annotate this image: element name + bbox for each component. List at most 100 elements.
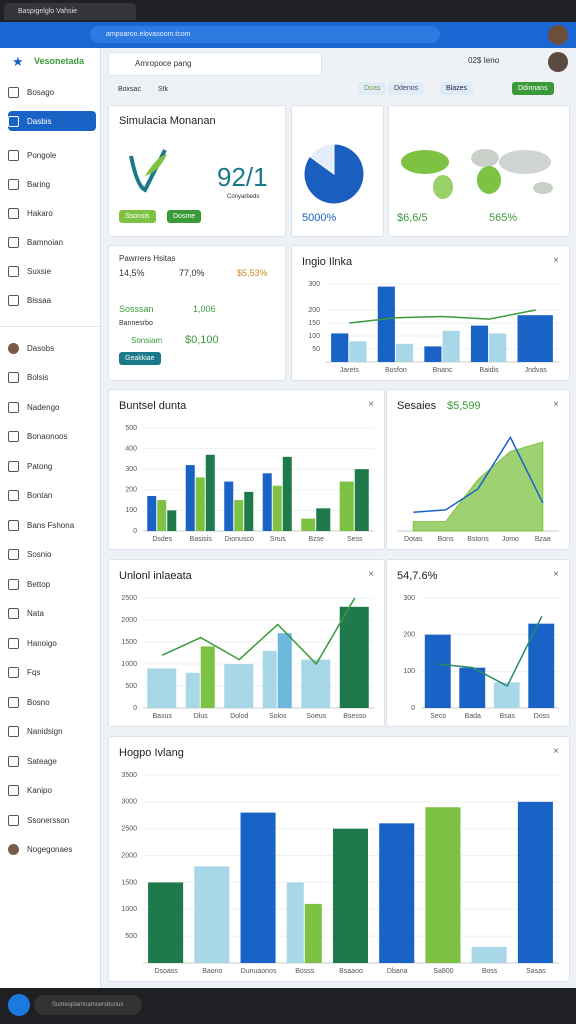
- nav-item[interactable]: Kanipo: [8, 781, 96, 801]
- start-button[interactable]: [8, 994, 30, 1016]
- pie-card: 5000%: [291, 105, 384, 237]
- nav-label: Nogegonaes: [27, 845, 73, 854]
- button[interactable]: Dosme: [167, 210, 202, 223]
- nav-item[interactable]: Baring: [8, 174, 96, 194]
- button[interactable]: Doas: [358, 82, 387, 95]
- chart-panel: Hogpo Ivlang × 500 1000 1500 2000 2500 3000 3500…: [108, 736, 570, 982]
- y-tick-label: 3500: [121, 772, 137, 779]
- nav-icon: [8, 844, 19, 855]
- nav-label: Bosago: [27, 87, 55, 97]
- nav-label: Dasbis: [27, 116, 52, 126]
- x-tick-label: Bada: [465, 713, 481, 720]
- nav-item[interactable]: Bonaonoos: [8, 427, 96, 447]
- nav-item[interactable]: Bamnoian: [8, 232, 96, 252]
- nav-item[interactable]: Dasbis: [8, 111, 96, 131]
- nav-label: Bamnoian: [27, 237, 64, 247]
- nav-item[interactable]: Bontan: [8, 486, 96, 506]
- tab[interactable]: Boxsac: [118, 86, 141, 93]
- y-tick-label: 200: [308, 307, 320, 314]
- nav-item[interactable]: Bettop: [8, 574, 96, 594]
- button[interactable]: Ddenos: [388, 82, 425, 95]
- nav-item[interactable]: Fqs: [8, 663, 96, 683]
- bar: [224, 481, 234, 531]
- map-card: $6,6/5 565%: [388, 105, 570, 237]
- nav-item[interactable]: Ssonersson: [8, 810, 96, 830]
- nav-icon: [8, 696, 19, 708]
- button[interactable]: Geakkiae: [119, 352, 161, 365]
- nav-item[interactable]: Sosnio: [8, 545, 96, 565]
- y-tick-label: 500: [125, 933, 137, 940]
- profile-avatar[interactable]: [548, 25, 568, 45]
- tab[interactable]: Stk: [158, 86, 169, 93]
- x-tick-label: Dbana: [387, 968, 408, 975]
- user-avatar[interactable]: [548, 52, 568, 72]
- map-figure: $6,6/5: [397, 212, 428, 224]
- nav-item[interactable]: Nanidsign: [8, 722, 96, 742]
- nav-item[interactable]: Hakaro: [8, 203, 96, 223]
- nav-item[interactable]: Sateage: [8, 751, 96, 771]
- nav-label: Nanidsign: [27, 727, 63, 736]
- x-tick-label: Jomo: [502, 536, 519, 543]
- close-button: ×: [368, 569, 374, 580]
- bar: [194, 866, 230, 963]
- x-tick-label: Dionusco: [225, 536, 254, 543]
- bar: [277, 633, 292, 708]
- nav-label: Dasobs: [27, 343, 55, 353]
- bar: [301, 659, 331, 708]
- x-tick-label: Soeus: [306, 713, 326, 720]
- nav-item[interactable]: Nogegonaes: [8, 840, 96, 860]
- y-tick-label: 100: [308, 333, 320, 340]
- x-tick-label: Bzse: [308, 536, 324, 543]
- bar: [205, 454, 215, 531]
- y-tick-label: 500: [125, 683, 137, 690]
- close-button: ×: [368, 399, 374, 410]
- nav-label: Fqs: [27, 668, 41, 677]
- taskbar-search[interactable]: Sumeoplamnamsersbunus: [34, 995, 142, 1015]
- nav-item[interactable]: Pongole: [8, 145, 96, 165]
- close-button: ×: [553, 746, 559, 757]
- nav-label: Sosnio: [27, 550, 52, 559]
- nav-item[interactable]: Bolsis: [8, 368, 96, 388]
- y-tick-label: 300: [308, 281, 320, 288]
- nav-label: Patong: [27, 461, 53, 471]
- account[interactable]: 02$ Ieno: [468, 56, 500, 65]
- y-tick-label: 200: [403, 632, 415, 639]
- x-tick-label: Dsdes: [152, 536, 172, 543]
- chart-title: 54,7.6%: [397, 570, 438, 582]
- browser-tab[interactable]: Baspigelglo Vahsie: [4, 3, 136, 20]
- nav-item[interactable]: Nata: [8, 604, 96, 624]
- chart-title: Ingio Ilnka: [302, 256, 353, 268]
- bar: [240, 812, 276, 963]
- y-tick-label: 2000: [121, 852, 137, 859]
- nav-item[interactable]: Hanoigo: [8, 633, 96, 653]
- nav-item[interactable]: Bissaa: [8, 290, 96, 310]
- nav-icon: [8, 637, 19, 649]
- nav-item[interactable]: Bosago: [8, 82, 96, 102]
- nav-icon: [8, 726, 19, 737]
- nav-label: Sateage: [27, 756, 57, 766]
- button[interactable]: Ssonsis: [119, 210, 156, 223]
- button[interactable]: Blazes: [440, 82, 474, 95]
- y-tick-label: 0: [133, 528, 137, 535]
- x-tick-label: Dotas: [404, 536, 423, 543]
- bar: [234, 500, 244, 531]
- nav-label: Ssonersson: [27, 815, 70, 825]
- nav-item[interactable]: Dasobs: [8, 338, 96, 358]
- bar: [395, 343, 414, 362]
- kpi-note: Conyarbeds: [227, 194, 260, 200]
- y-tick-label: 150: [308, 320, 320, 327]
- nav-item[interactable]: Patong: [8, 456, 96, 476]
- search-box[interactable]: Amropoce pang: [108, 52, 322, 76]
- bar: [224, 664, 254, 708]
- nav-label: Bettop: [27, 579, 51, 589]
- nav-item[interactable]: Nadengo: [8, 397, 96, 417]
- bar: [148, 882, 184, 963]
- nav-item[interactable]: Bans Fshona: [8, 515, 96, 535]
- x-tick-label: Doss: [534, 713, 550, 720]
- url-field[interactable]: ampoaroo.elovasoom.tcom: [90, 26, 440, 43]
- button[interactable]: Ddinnans: [512, 82, 554, 95]
- chart: 0 100 200 300 400 500 Dsdes Basisis Dionusco Snus…: [125, 425, 374, 543]
- nav-item[interactable]: Suxsie: [8, 261, 96, 281]
- bar: [332, 828, 369, 963]
- nav-item[interactable]: Bosno: [8, 692, 96, 712]
